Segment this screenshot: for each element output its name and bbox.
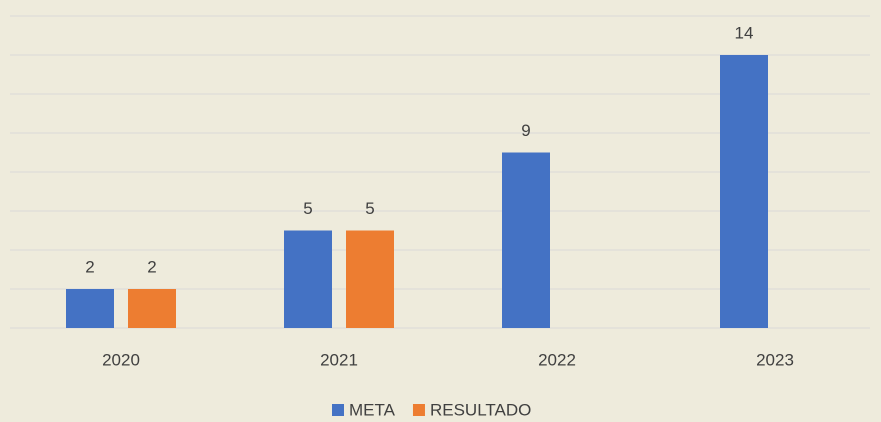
legend-swatch	[412, 404, 425, 416]
legend-label: RESULTADO	[430, 400, 531, 419]
legend-swatch	[332, 404, 344, 416]
data-label: 2	[85, 257, 94, 276]
bar	[284, 230, 332, 328]
bar	[346, 230, 394, 328]
x-tick-label: 2021	[320, 350, 358, 369]
x-tick-label: 2022	[538, 350, 576, 369]
bar	[720, 55, 768, 328]
x-tick-label: 2023	[756, 350, 794, 369]
legend-label: META	[349, 400, 396, 419]
x-tick-label: 2020	[102, 350, 140, 369]
data-label: 9	[521, 121, 530, 140]
data-label: 2	[147, 257, 156, 276]
bar	[128, 289, 176, 328]
bar	[66, 289, 114, 328]
data-label: 5	[303, 199, 312, 218]
data-label: 14	[735, 23, 754, 42]
data-label: 5	[365, 199, 374, 218]
bar	[502, 152, 550, 328]
